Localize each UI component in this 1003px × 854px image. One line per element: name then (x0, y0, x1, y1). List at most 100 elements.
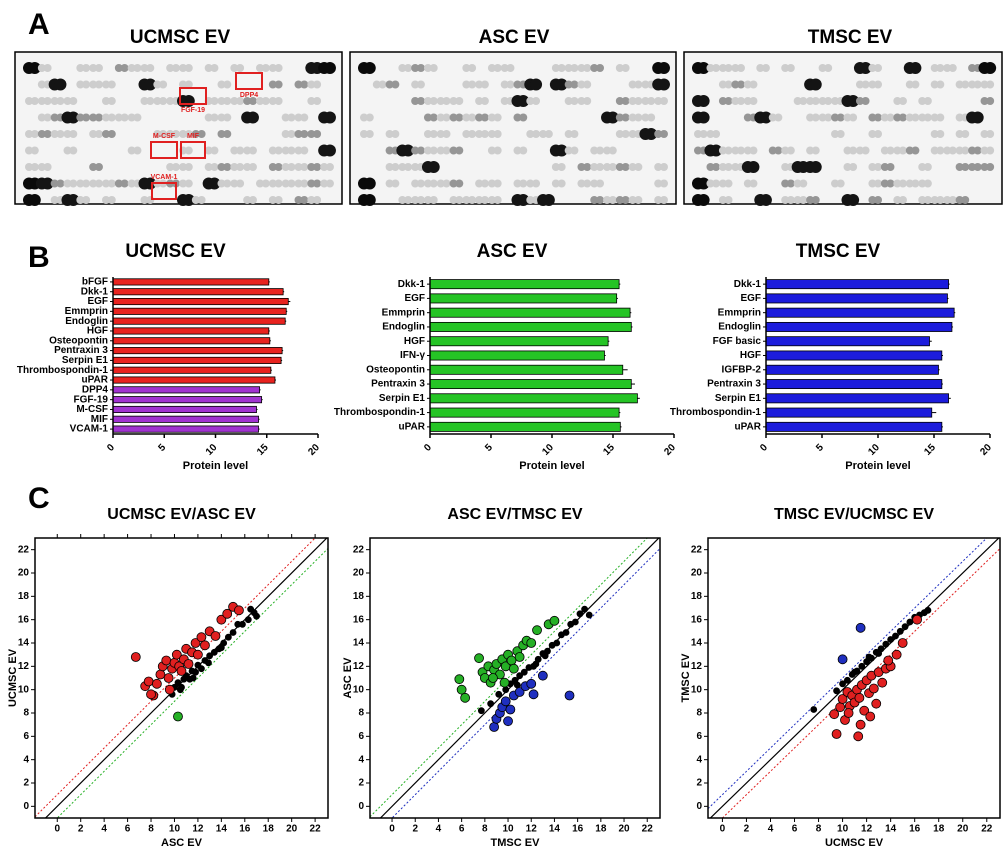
blot-spot (924, 114, 932, 122)
blot-spot (837, 130, 845, 138)
blot-spot (583, 180, 591, 188)
category-label: IGFBP-2 (722, 364, 762, 375)
blot-spot (443, 180, 451, 188)
blot-spot (911, 180, 919, 188)
blot-spot (455, 180, 463, 188)
point (852, 669, 858, 675)
blot-spot (236, 147, 244, 155)
blot-spot (986, 97, 994, 105)
blot-spot (712, 64, 720, 72)
y-tick-label: 22 (353, 544, 365, 555)
blot-spot (468, 64, 476, 72)
blot-spot (874, 196, 882, 204)
blot-spot (468, 114, 476, 122)
blot-spot (146, 64, 154, 72)
blot-spot (698, 112, 710, 124)
bar (113, 318, 285, 324)
blot-spot (924, 163, 932, 171)
blot-spot (428, 161, 440, 173)
x-tick-label: 10 (204, 442, 220, 458)
point (869, 684, 878, 693)
x-tick-label: 5 (157, 442, 169, 454)
blot-spot (249, 147, 257, 155)
point (490, 723, 499, 732)
blot-spot (924, 97, 932, 105)
blot-spot (532, 97, 540, 105)
blot-spot (455, 147, 463, 155)
x-tick-label: 12 (861, 824, 873, 835)
x-axis-label: UCMSC EV (825, 837, 884, 849)
point (245, 617, 251, 623)
y-tick-label: 6 (23, 731, 29, 742)
x-tick-label: 12 (192, 824, 204, 835)
blot-spot (986, 130, 994, 138)
chart-title: ASC EV (477, 241, 548, 262)
blot-spot (899, 147, 907, 155)
blot-spot (417, 147, 425, 155)
blot-spot (749, 81, 757, 89)
point (515, 653, 524, 662)
blot-spot (262, 180, 270, 188)
blot-spot (236, 180, 244, 188)
bar (430, 422, 620, 431)
blot-spot (210, 163, 218, 171)
category-label: EGF (740, 293, 761, 304)
point (514, 682, 520, 688)
point (855, 693, 864, 702)
blot-spot (82, 180, 90, 188)
point (838, 655, 847, 664)
blot-spot (69, 147, 77, 155)
bar (766, 422, 942, 431)
blot-spot (647, 114, 655, 122)
plot-area (370, 525, 660, 840)
blot-spot (82, 81, 90, 89)
blot-spot (287, 130, 295, 138)
blot-spot (725, 81, 733, 89)
blot-spot (313, 130, 321, 138)
blot-spot (774, 114, 782, 122)
blot-spot (95, 64, 103, 72)
blot-spot (95, 81, 103, 89)
blot-spot (961, 196, 969, 204)
blot-spot (44, 64, 52, 72)
blot-spot (391, 130, 399, 138)
y-tick-label: 12 (353, 661, 365, 672)
point (527, 679, 536, 688)
blot-spot (417, 64, 425, 72)
blot-spot (121, 180, 129, 188)
blot-spot (837, 114, 845, 122)
y-tick-label: 8 (696, 708, 702, 719)
point (529, 690, 538, 699)
blot-spot (159, 97, 167, 105)
point (500, 678, 509, 687)
blot-spot (185, 147, 193, 155)
chart-title: UCMSC EV/ASC EV (107, 506, 256, 523)
blot-spot (417, 81, 425, 89)
point (844, 677, 850, 683)
blot-spot (974, 147, 982, 155)
blot-spot (275, 196, 283, 204)
blot-spot (404, 196, 412, 204)
highlight-label: FGF-19 (181, 107, 205, 114)
blot-spot (749, 97, 757, 105)
blot-spot (300, 180, 308, 188)
point (866, 654, 872, 660)
blot-spot (494, 196, 502, 204)
y-tick-label: 14 (18, 638, 30, 649)
blot-spot (874, 81, 882, 89)
x-tick-label: 0 (105, 442, 117, 454)
category-label: HGF (740, 350, 761, 361)
blot-spot (95, 163, 103, 171)
blot-spot (133, 114, 141, 122)
blot-spot (210, 114, 218, 122)
highlight-label: VCAM-1 (151, 174, 178, 181)
blot-spot (95, 180, 103, 188)
category-label: HGF (404, 336, 425, 347)
blot-spot (236, 163, 244, 171)
blot-spot (249, 196, 257, 204)
blot-spot (824, 114, 832, 122)
bar (766, 308, 954, 317)
x-tick-label: 16 (572, 824, 584, 835)
x-tick-label: 15 (601, 442, 617, 458)
blot-spot (249, 163, 257, 171)
